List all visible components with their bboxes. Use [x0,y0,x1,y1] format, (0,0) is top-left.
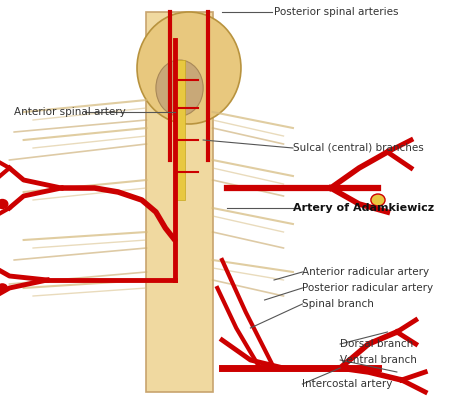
Bar [174,60,185,200]
Circle shape [0,283,8,293]
Text: Anterior radicular artery: Anterior radicular artery [302,267,429,277]
Ellipse shape [156,60,203,116]
Circle shape [0,199,9,209]
Text: Dorsal branch: Dorsal branch [340,339,413,349]
Ellipse shape [137,12,241,124]
Circle shape [371,194,385,206]
Text: Posterior spinal arteries: Posterior spinal arteries [274,7,399,17]
Text: Anterior spinal artery: Anterior spinal artery [14,107,126,117]
Text: Ventral branch: Ventral branch [340,355,417,365]
Text: Sulcal (central) branches: Sulcal (central) branches [293,143,424,153]
Text: Posterior radicular artery: Posterior radicular artery [302,283,434,293]
Text: Intercostal artery: Intercostal artery [302,379,393,389]
Text: Artery of Adamkiewicz: Artery of Adamkiewicz [293,203,434,213]
Text: Spinal branch: Spinal branch [302,299,374,309]
Polygon shape [146,12,213,392]
